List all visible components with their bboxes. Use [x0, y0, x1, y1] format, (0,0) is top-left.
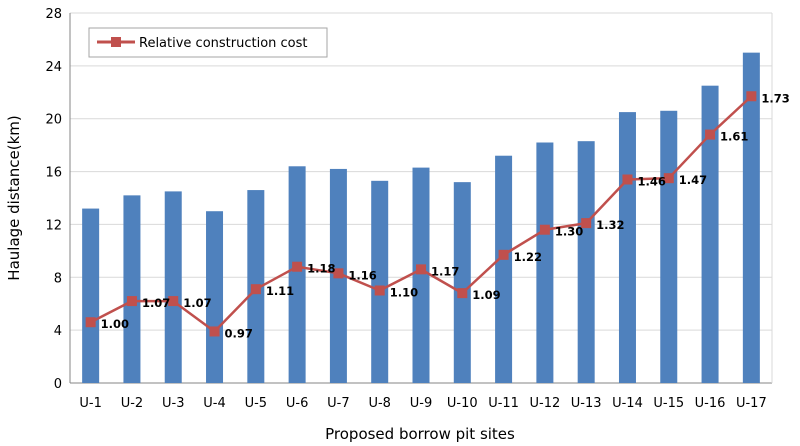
x-tick-label: U-13: [571, 396, 602, 411]
y-tick-label: 12: [45, 218, 62, 233]
y-tick-label: 24: [45, 60, 62, 75]
line-point: [457, 288, 468, 299]
bar: [82, 208, 100, 383]
data-label: 1.11: [266, 284, 294, 298]
data-label: 1.07: [142, 296, 170, 310]
bar: [660, 110, 678, 384]
data-label: 1.32: [596, 218, 624, 232]
line-point: [663, 173, 674, 184]
bar: [371, 180, 389, 383]
bar: [495, 155, 513, 383]
x-tick-label: U-17: [736, 396, 767, 411]
legend-marker-swatch: [111, 37, 121, 47]
data-label: 1.30: [555, 225, 583, 239]
data-label: 1.47: [679, 173, 707, 187]
data-labels: 1.00 1.07 1.07 0.97 1.11 1.18 1.16 1.10 1.17 1.09…: [101, 91, 790, 340]
bar: [577, 141, 595, 383]
data-label: 1.09: [472, 288, 500, 302]
data-label: 1.22: [514, 250, 542, 264]
line-point: [581, 218, 592, 229]
y-tick-label: 16: [45, 166, 62, 181]
line-point: [416, 264, 426, 275]
x-tick-label: U-6: [286, 396, 308, 411]
bar: [412, 167, 430, 383]
x-tick-label: U-5: [245, 396, 267, 411]
x-tick-label: U-9: [410, 396, 432, 411]
line-point: [705, 129, 716, 140]
line-point: [622, 174, 633, 185]
x-tick-label: U-2: [121, 396, 143, 411]
bar: [164, 191, 182, 383]
bar: [206, 211, 224, 383]
y-tick-label: 4: [54, 324, 62, 339]
x-tick-label: U-12: [530, 396, 561, 411]
data-label: 1.10: [390, 286, 418, 300]
y-tick-label: 8: [54, 271, 62, 286]
bar: [701, 85, 719, 383]
data-label: 1.07: [183, 296, 211, 310]
x-tick-label: U-14: [612, 396, 643, 411]
data-label: 1.46: [637, 175, 665, 189]
line-point: [126, 296, 137, 307]
bar: [536, 142, 554, 383]
line-point: [209, 326, 220, 337]
line-point: [539, 224, 550, 235]
line-point: [374, 285, 385, 296]
y-tick-label: 28: [45, 7, 62, 22]
x-tick-label: U-8: [368, 396, 390, 411]
bar: [288, 166, 306, 383]
data-label: 1.17: [431, 264, 459, 278]
data-label: 1.61: [720, 130, 748, 144]
x-tick-labels: U-1 U-2 U-3 U-4 U-5 U-6 U-7 U-8 U-9 U-10 U-11 U-12 U…: [79, 396, 766, 411]
x-axis-title: Proposed borrow pit sites: [325, 425, 515, 443]
bar: [123, 195, 141, 383]
x-tick-label: U-15: [653, 396, 684, 411]
x-tick-label: U-1: [79, 396, 101, 411]
x-tick-label: U-3: [162, 396, 184, 411]
x-tick-label: U-7: [327, 396, 349, 411]
data-label: 1.73: [761, 91, 789, 105]
data-label: 0.97: [225, 326, 253, 340]
x-tick-label: U-10: [447, 396, 478, 411]
line-series: [85, 91, 757, 337]
x-tick-label: U-11: [488, 396, 519, 411]
data-label: 1.18: [307, 262, 335, 276]
y-axis-title: Haulage distance(km): [5, 115, 23, 280]
x-tick-label: U-16: [695, 396, 726, 411]
legend-label: Relative construction cost: [139, 36, 308, 51]
bar-series: [82, 52, 760, 384]
bar: [453, 182, 471, 383]
data-label: 1.00: [101, 317, 129, 331]
line-point: [746, 91, 757, 102]
bar: [742, 52, 760, 384]
line-point: [250, 284, 261, 295]
x-tick-label: U-4: [203, 396, 225, 411]
line-point: [85, 317, 96, 328]
bar: [618, 112, 636, 383]
y-tick-labels: 0 4 8 12 16 20 24 28: [45, 7, 62, 392]
legend: Relative construction cost: [88, 27, 328, 58]
line-point: [498, 249, 509, 260]
line-point: [292, 261, 303, 272]
line-point: [168, 296, 179, 307]
y-tick-label: 0: [54, 377, 62, 392]
data-label: 1.16: [348, 268, 376, 282]
y-tick-label: 20: [45, 113, 62, 128]
line-point: [333, 268, 344, 279]
